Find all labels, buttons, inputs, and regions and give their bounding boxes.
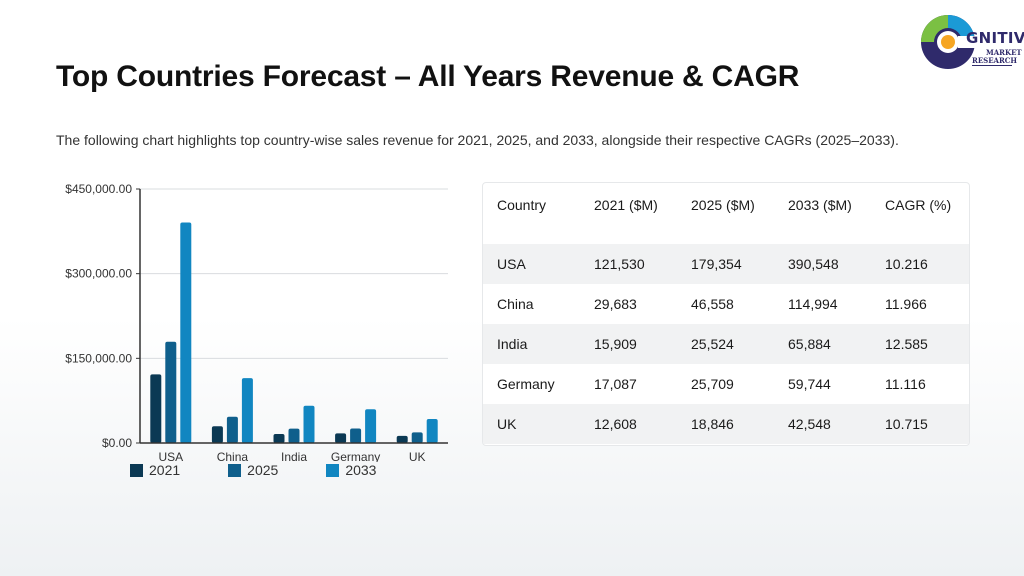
header-country: Country: [497, 197, 547, 213]
cell-country: India: [497, 336, 528, 352]
logo-emblem-icon: [921, 15, 978, 69]
legend-label: 2021: [149, 462, 181, 478]
company-logo: GNITIVE MARKET RESEARCH: [916, 12, 1024, 72]
bar-usa-2021: [150, 374, 162, 443]
header-cagr: CAGR (%): [885, 197, 952, 213]
header-2033: 2033 ($M): [788, 197, 852, 213]
cell-2021: 29,683: [594, 296, 637, 312]
bar-uk-2033: [426, 418, 438, 443]
cell-2033: 42,548: [788, 416, 831, 432]
chart-legend: 2021 2025 2033: [130, 462, 376, 478]
legend-label: 2033: [345, 462, 377, 478]
revenue-bar-chart: $0.00 $150,000.00 $300,000.00 $450,000.00 US…: [65, 182, 448, 462]
cell-cagr: 11.116: [885, 376, 926, 392]
cell-2025: 179,354: [691, 256, 742, 272]
bar-usa-2025: [165, 341, 177, 443]
cell-2033: 390,548: [788, 256, 839, 272]
cell-2033: 114,994: [788, 296, 838, 312]
table-header-row: Country 2021 ($M) 2025 ($M) 2033 ($M) CA…: [483, 183, 969, 244]
header-2021: 2021 ($M): [594, 197, 658, 213]
cell-2021: 12,608: [594, 416, 637, 432]
bar-india-2021: [273, 434, 285, 443]
bar-germany-2021: [335, 433, 347, 443]
cell-2025: 46,558: [691, 296, 734, 312]
header-2025: 2025 ($M): [691, 197, 755, 213]
cell-2021: 17,087: [594, 376, 637, 392]
bar-usa-2033: [180, 222, 192, 443]
cell-2025: 18,846: [691, 416, 734, 432]
page-title: Top Countries Forecast – All Years Reven…: [56, 60, 800, 93]
cell-country: China: [497, 296, 534, 312]
page-subtitle: The following chart highlights top count…: [56, 132, 899, 148]
cell-2021: 121,530: [594, 256, 645, 272]
legend-item-2025: 2025: [228, 462, 278, 478]
table-row: UK 12,608 18,846 42,548 10.715: [483, 404, 969, 444]
table-row: China 29,683 46,558 114,994 11.966: [483, 284, 969, 324]
x-tick-label: USA: [158, 450, 183, 462]
bar-germany-2033: [365, 409, 377, 443]
x-tick-label: Germany: [331, 450, 380, 462]
bar-india-2025: [288, 428, 300, 443]
cell-cagr: 11.966: [885, 296, 927, 312]
table-row: Germany 17,087 25,709 59,744 11.116: [483, 364, 969, 404]
cell-country: UK: [497, 416, 517, 432]
logo-subtext-research: RESEARCH: [972, 56, 1017, 65]
logo-subtext-market: MARKET: [986, 48, 1022, 57]
cell-2033: 59,744: [788, 376, 831, 392]
bar-uk-2025: [411, 432, 423, 443]
cell-cagr: 12.585: [885, 336, 928, 352]
forecast-table-card: Country 2021 ($M) 2025 ($M) 2033 ($M) CA…: [482, 182, 970, 446]
cell-2025: 25,524: [691, 336, 734, 352]
cell-country: USA: [497, 256, 526, 272]
legend-swatch: [130, 463, 143, 477]
bar-china-2033: [241, 378, 253, 443]
cell-2025: 25,709: [691, 376, 734, 392]
cell-2021: 15,909: [594, 336, 637, 352]
cell-cagr: 10.216: [885, 256, 928, 272]
legend-swatch: [326, 463, 340, 477]
y-tick-label: $300,000.00: [65, 267, 132, 281]
y-tick-label: $0.00: [102, 436, 132, 450]
logo-wordmark: GNITIVE: [966, 29, 1024, 47]
table-row: USA 121,530 179,354 390,548 10.216: [483, 244, 969, 284]
cell-cagr: 10.715: [885, 416, 928, 432]
x-tick-label: China: [217, 450, 249, 462]
cell-2033: 65,884: [788, 336, 831, 352]
cell-country: Germany: [497, 376, 555, 392]
table-row: India 15,909 25,524 65,884 12.585: [483, 324, 969, 364]
bar-china-2025: [226, 416, 238, 443]
legend-swatch: [228, 463, 242, 477]
logo-underline: [972, 65, 1012, 66]
bar-india-2033: [303, 405, 315, 443]
legend-item-2033: 2033: [326, 462, 376, 478]
y-tick-label: $150,000.00: [65, 351, 132, 365]
bar-china-2021: [211, 426, 223, 443]
legend-label: 2025: [247, 462, 279, 478]
x-tick-label: UK: [409, 450, 426, 462]
forecast-table: Country 2021 ($M) 2025 ($M) 2033 ($M) CA…: [483, 183, 969, 444]
legend-item-2021: 2021: [130, 462, 180, 478]
bar-germany-2025: [350, 428, 362, 443]
bar-uk-2021: [396, 435, 408, 443]
x-tick-label: India: [281, 450, 307, 462]
y-tick-label: $450,000.00: [65, 182, 132, 196]
